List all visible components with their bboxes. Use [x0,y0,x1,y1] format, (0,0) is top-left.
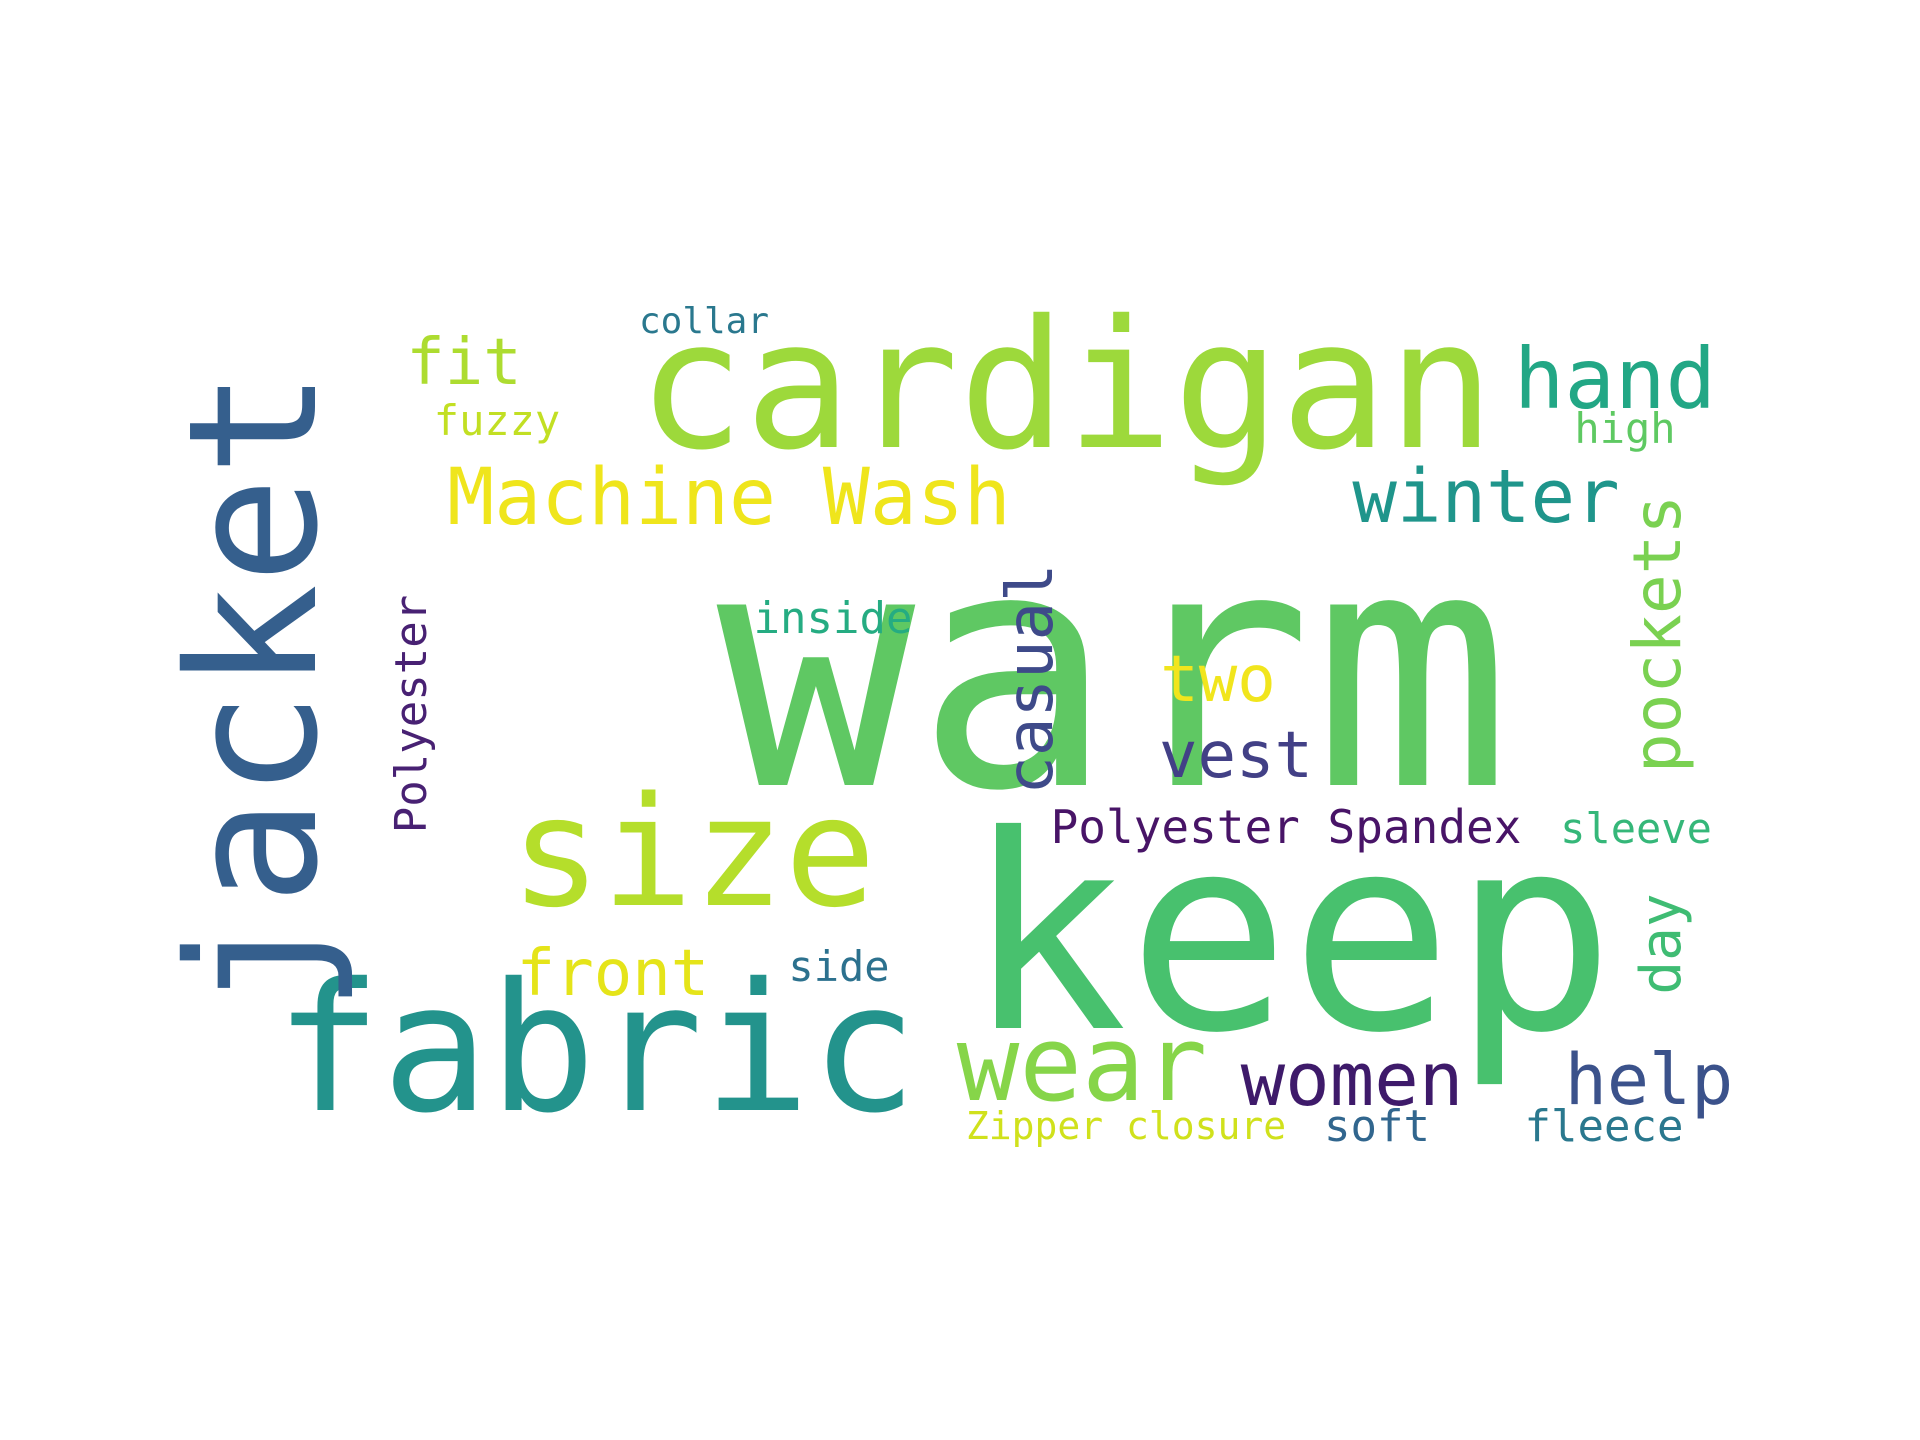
word-winter: winter [1352,454,1619,540]
word-cardigan: cardigan [637,282,1494,489]
word-size: size [510,764,876,941]
word-day: day [1629,893,1694,994]
word-women: women [1241,1037,1464,1123]
word-vest: vest [1159,719,1313,793]
word-polyester-spandex: Polyester Spandex [1051,800,1522,854]
word-hand: hand [1514,330,1716,428]
word-warm: warm [717,479,1512,863]
word-fit: fit [406,326,522,400]
word-front: front [517,937,710,1011]
word-fleece: fleece [1525,1101,1684,1152]
word-casual: casual [994,563,1068,794]
word-keep: keep [965,777,1615,1092]
word-pockets: pockets [1619,495,1696,773]
word-sleeve: sleeve [1560,804,1712,853]
word-fabric: fabric [275,945,918,1152]
word-help: help [1565,1039,1734,1121]
word-two: two [1160,643,1276,717]
word-fuzzy: fuzzy [434,396,560,445]
word-collar: collar [639,301,769,342]
word-zipper-closure: Zipper closure [966,1104,1286,1148]
word-machine-wash: Machine Wash [447,453,1011,543]
word-high: high [1574,404,1675,453]
word-side: side [788,942,889,991]
word-jacket: jacket [150,370,357,1013]
word-wear: wear [957,1003,1207,1125]
word-polyester: Polyester [386,595,437,833]
word-soft: soft [1324,1101,1430,1152]
word-inside: inside [754,593,913,644]
